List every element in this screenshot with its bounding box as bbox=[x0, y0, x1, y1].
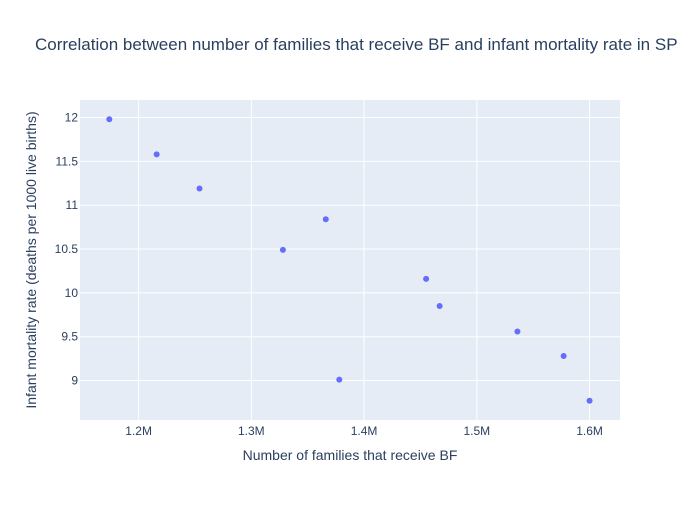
x-tick-label: 1.6M bbox=[576, 424, 603, 438]
data-point[interactable] bbox=[106, 116, 113, 123]
data-point[interactable] bbox=[586, 397, 593, 404]
x-tick-label: 1.3M bbox=[238, 424, 265, 438]
y-axis-ticks: 9 9.5 10 10.5 11 11.5 12 bbox=[55, 111, 79, 388]
data-point[interactable] bbox=[279, 246, 286, 253]
y-tick-label: 9.5 bbox=[61, 330, 78, 344]
y-tick-label: 11.5 bbox=[56, 154, 79, 168]
y-tick-label: 10.5 bbox=[55, 242, 79, 256]
data-point[interactable] bbox=[322, 216, 329, 223]
y-tick-label: 11 bbox=[66, 198, 79, 212]
data-point[interactable] bbox=[514, 328, 521, 335]
y-axis-title: Infant mortality rate (deaths per 1000 l… bbox=[23, 111, 39, 408]
x-tick-label: 1.5M bbox=[463, 424, 490, 438]
data-points bbox=[106, 116, 593, 404]
y-tick-label: 9 bbox=[71, 374, 78, 388]
plot-area bbox=[80, 100, 620, 420]
data-point[interactable] bbox=[560, 353, 567, 359]
x-tick-label: 1.2M bbox=[125, 424, 152, 438]
y-tick-label: 12 bbox=[65, 111, 79, 125]
chart-title: Correlation between number of families t… bbox=[35, 35, 678, 54]
x-tick-label: 1.4M bbox=[351, 424, 378, 438]
data-point[interactable] bbox=[436, 303, 443, 310]
x-axis-title: Number of families that receive BF bbox=[243, 447, 458, 463]
y-tick-label: 10 bbox=[65, 286, 79, 300]
grid-lines bbox=[80, 100, 620, 420]
data-point[interactable] bbox=[336, 376, 343, 383]
data-point[interactable] bbox=[196, 185, 203, 192]
data-point[interactable] bbox=[153, 151, 160, 158]
data-point[interactable] bbox=[423, 275, 430, 282]
x-axis-ticks: 1.2M 1.3M 1.4M 1.5M 1.6M bbox=[125, 424, 603, 438]
